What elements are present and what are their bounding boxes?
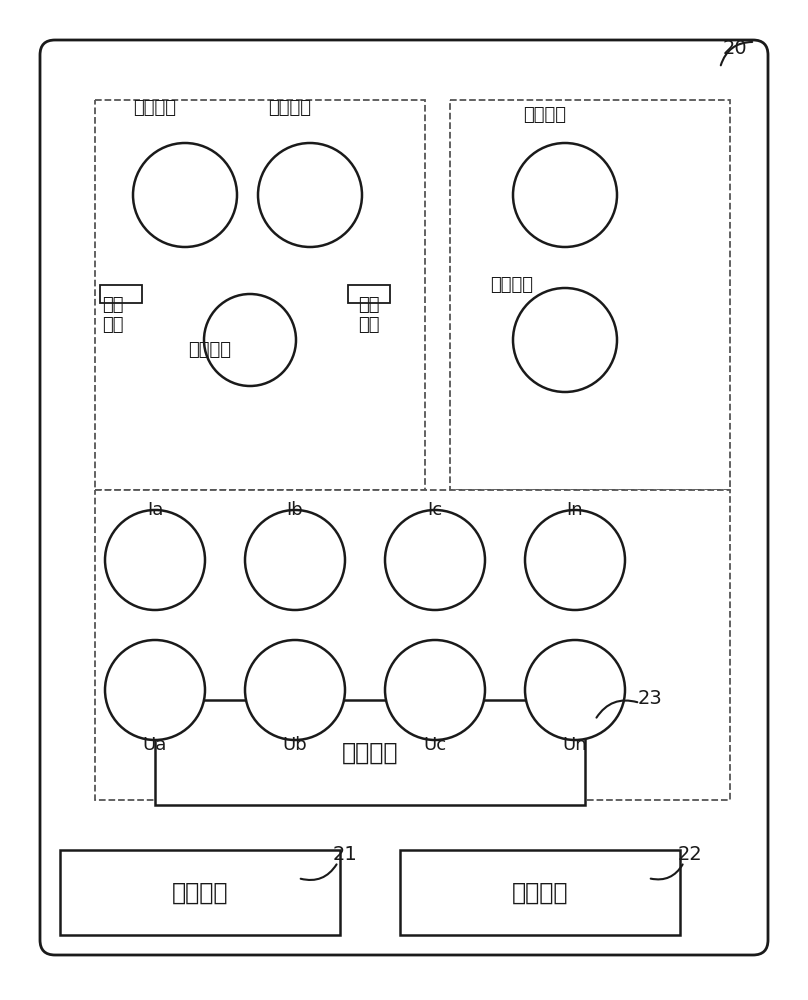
FancyBboxPatch shape [95,490,730,800]
Text: Ia: Ia [147,501,163,519]
FancyBboxPatch shape [155,700,585,805]
Text: Ib: Ib [287,501,303,519]
Text: Ua: Ua [143,736,167,754]
Ellipse shape [525,510,625,610]
FancyBboxPatch shape [60,850,340,935]
Text: 第二按键: 第二按键 [511,881,568,905]
Ellipse shape [133,143,237,247]
Text: 第一按键: 第一按键 [172,881,228,905]
Text: 常规模式: 常规模式 [524,106,566,124]
FancyBboxPatch shape [100,285,142,303]
Text: 显示模块: 显示模块 [342,741,398,765]
Ellipse shape [258,143,362,247]
Text: 20: 20 [722,38,747,57]
Ellipse shape [105,510,205,610]
Text: 故障指示: 故障指示 [188,341,231,359]
Text: 按钮: 按钮 [102,316,124,334]
FancyBboxPatch shape [40,40,768,955]
Text: Uc: Uc [423,736,447,754]
Ellipse shape [385,640,485,740]
Text: Ic: Ic [427,501,443,519]
Text: 21: 21 [333,846,357,864]
Text: 合闸指示: 合闸指示 [268,99,312,117]
Ellipse shape [245,510,345,610]
Text: 按钮: 按钮 [358,316,380,334]
Ellipse shape [204,294,296,386]
FancyBboxPatch shape [95,100,425,490]
Ellipse shape [513,143,617,247]
Text: 22: 22 [678,846,702,864]
FancyBboxPatch shape [400,850,680,935]
Text: 分闸指示: 分闸指示 [133,99,176,117]
Ellipse shape [245,640,345,740]
Text: 分闸: 分闸 [102,296,124,314]
Ellipse shape [525,640,625,740]
Text: In: In [566,501,583,519]
Text: 保护模式: 保护模式 [490,276,533,294]
Text: 23: 23 [638,688,663,708]
Text: 合闸: 合闸 [358,296,380,314]
Ellipse shape [513,288,617,392]
Ellipse shape [385,510,485,610]
Ellipse shape [105,640,205,740]
Text: Un: Un [562,736,587,754]
FancyBboxPatch shape [450,100,730,490]
Text: Ub: Ub [283,736,307,754]
FancyBboxPatch shape [348,285,390,303]
